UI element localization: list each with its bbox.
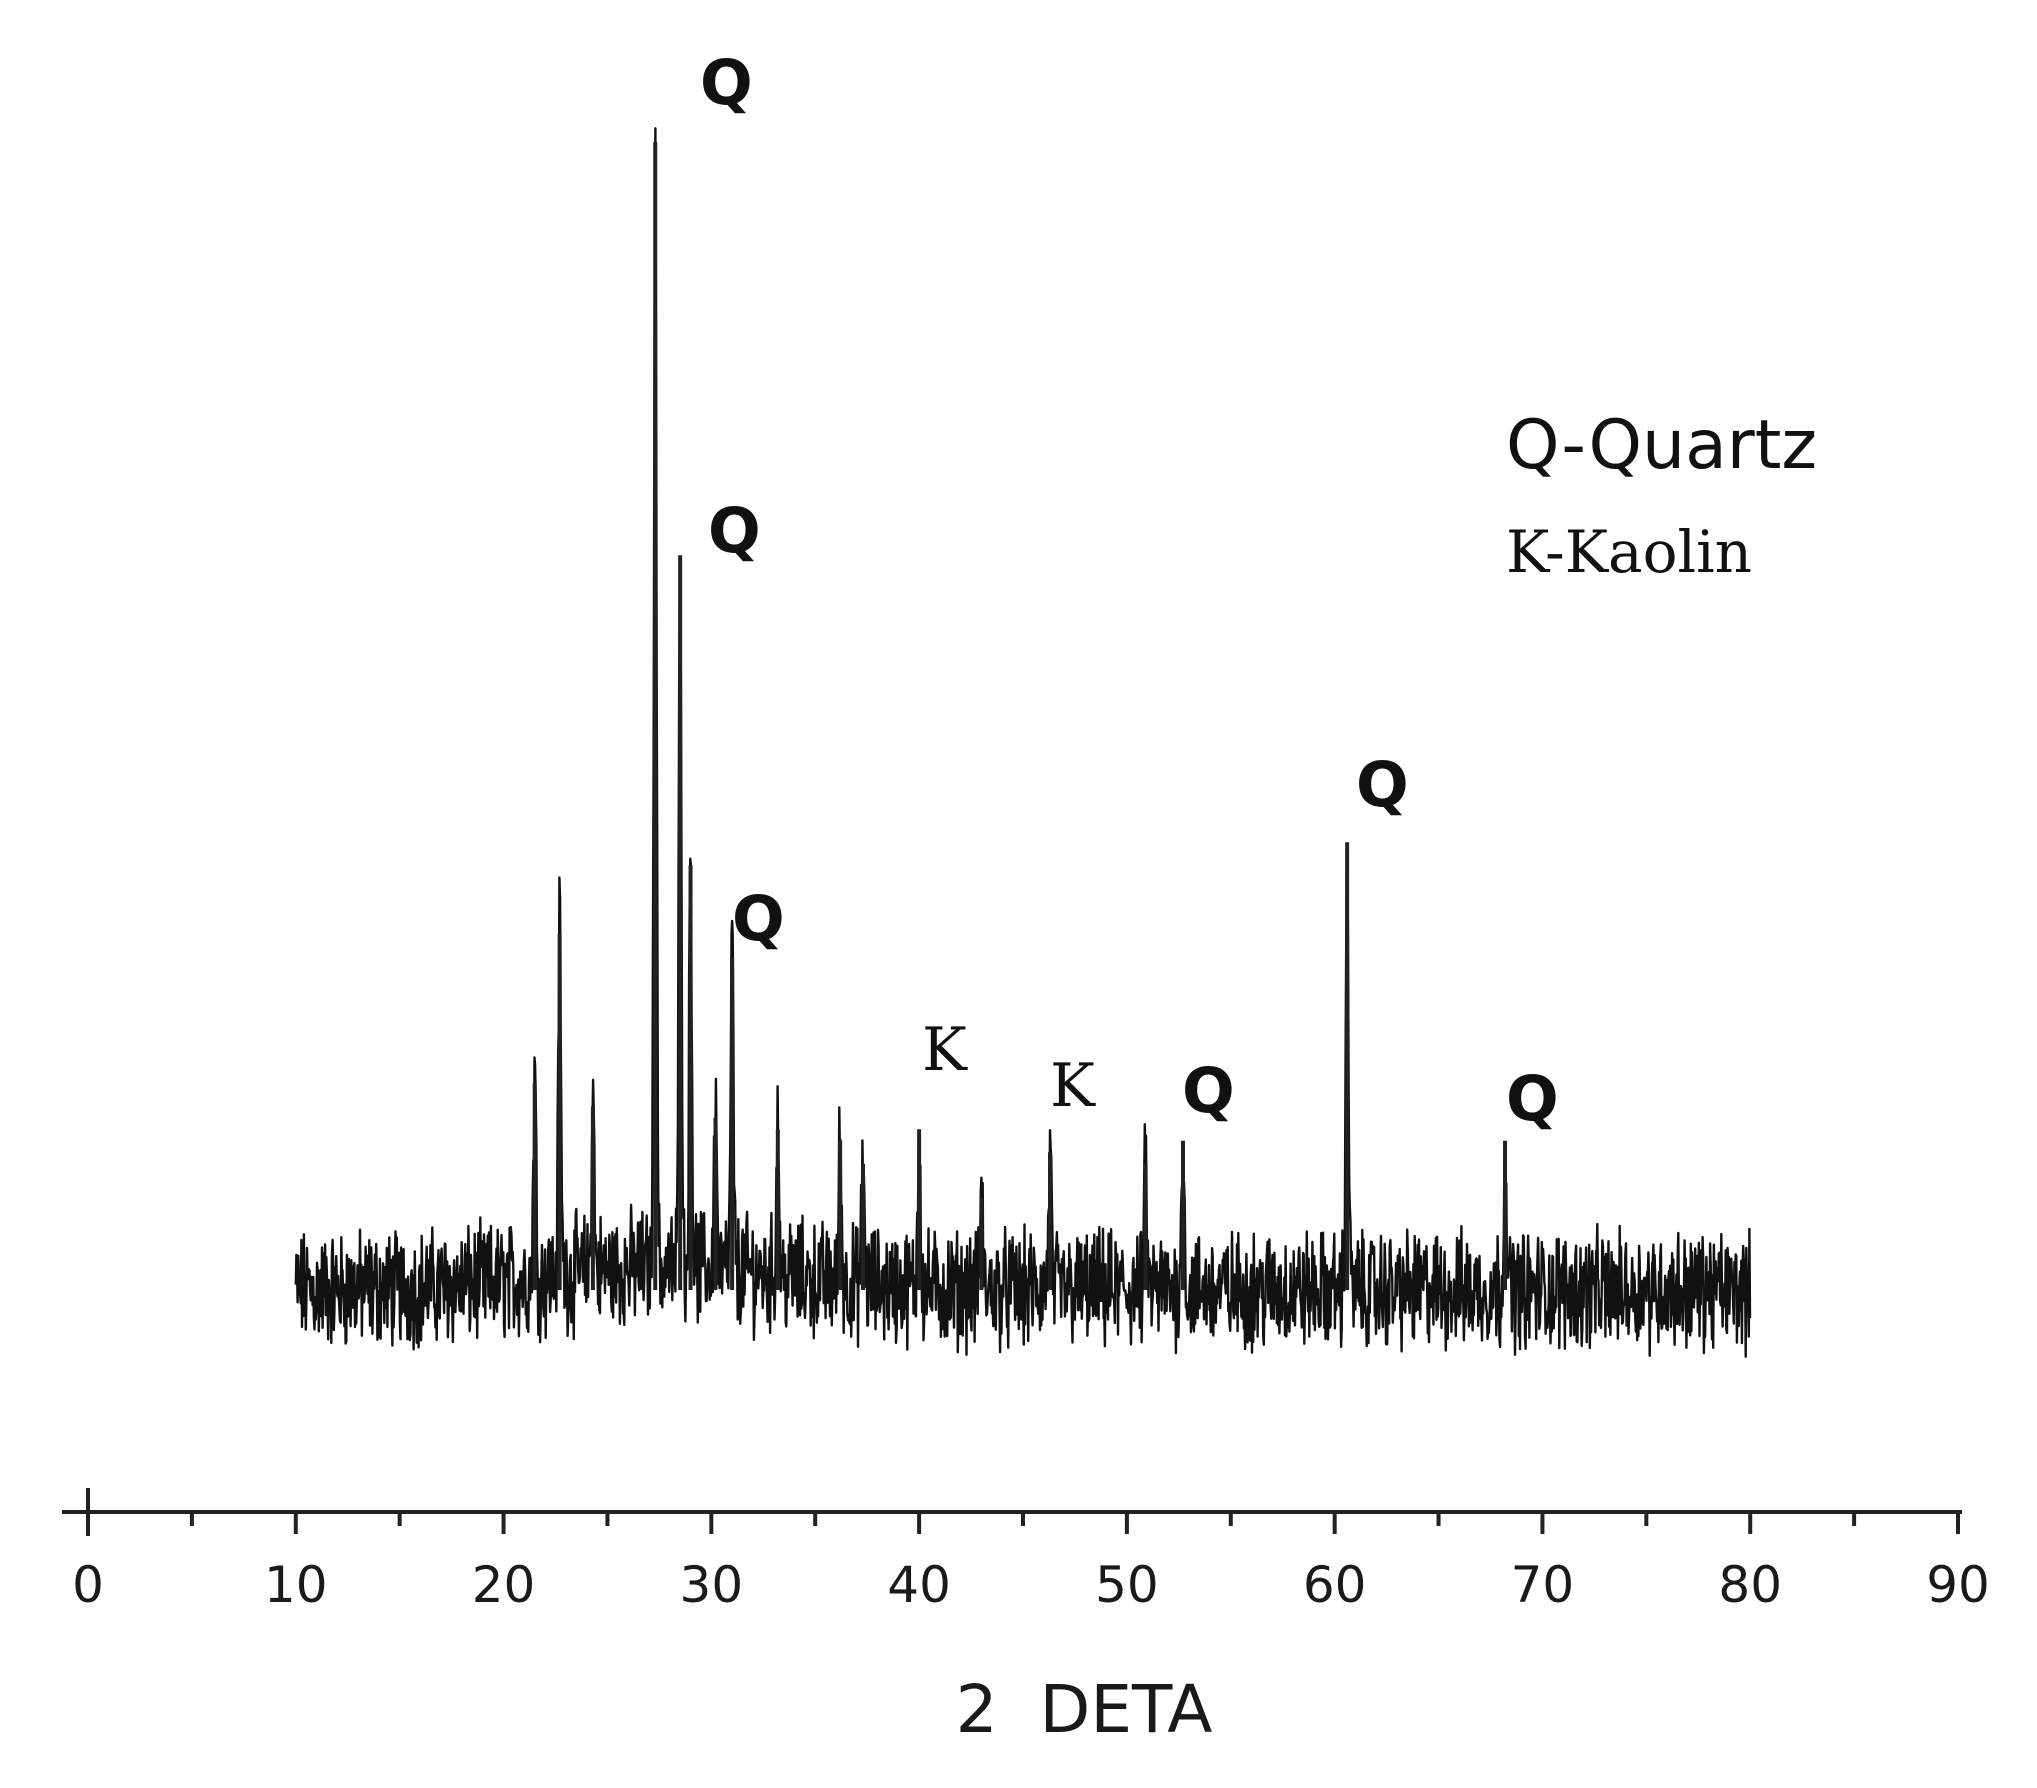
peak-label-q-53: Q bbox=[1182, 1054, 1235, 1127]
peak-label-k-46: K bbox=[1050, 1051, 1096, 1121]
x-axis-title: 2 DETA bbox=[956, 1671, 1213, 1748]
x-axis: 0 10 20 30 40 50 60 70 80 90 bbox=[62, 1488, 1990, 1614]
x-tick-label: 20 bbox=[472, 1556, 536, 1614]
peak-label-q-60: Q bbox=[1356, 748, 1409, 821]
x-tick-label: 80 bbox=[1718, 1556, 1782, 1614]
diffraction-trace bbox=[294, 127, 1752, 1358]
diffraction-series bbox=[294, 127, 1752, 1358]
x-tick-label: 50 bbox=[1095, 1556, 1159, 1614]
peak-label-k-40: K bbox=[922, 1015, 968, 1085]
x-tick-label: 60 bbox=[1303, 1556, 1367, 1614]
x-tick-label: 70 bbox=[1511, 1556, 1575, 1614]
x-tick-label: 0 bbox=[72, 1556, 104, 1614]
x-tick-label: 30 bbox=[680, 1556, 744, 1614]
legend-kaolin: K-Kaolin bbox=[1506, 518, 1752, 586]
x-tick-label: 90 bbox=[1926, 1556, 1990, 1614]
peak-label-q-27: Q bbox=[700, 46, 753, 119]
x-tick-label: 10 bbox=[264, 1556, 328, 1614]
peak-label-q-31: Q bbox=[732, 882, 785, 955]
legend-quartz: Q-Quartz bbox=[1506, 406, 1817, 485]
x-tick-label: 40 bbox=[887, 1556, 951, 1614]
peak-label-q-28: Q bbox=[708, 494, 761, 567]
peak-label-q-68: Q bbox=[1506, 1062, 1559, 1135]
